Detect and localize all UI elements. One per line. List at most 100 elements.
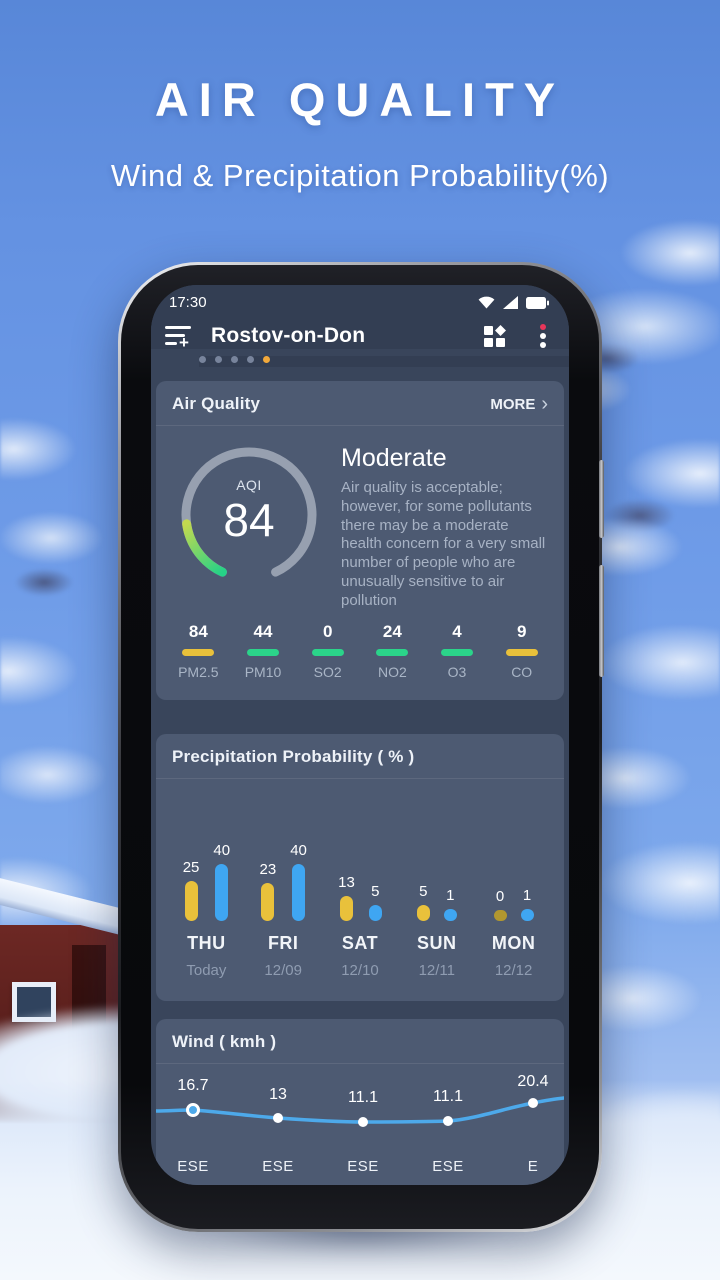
day-label: THU (187, 933, 226, 954)
page-dot-active (263, 356, 270, 363)
blue-bar (520, 909, 534, 922)
pollutant-name: O3 (447, 664, 467, 681)
chevron-right-icon: › (541, 393, 548, 415)
aqi-gauge: AQI 84 (174, 440, 324, 590)
aqi-level: Moderate (341, 444, 447, 472)
status-icons (478, 296, 549, 309)
bar-value: 40 (213, 842, 231, 860)
wind-value: 11.1 (433, 1088, 463, 1106)
wind-point-open (186, 1103, 200, 1118)
aqi-label: AQI (236, 477, 262, 493)
page-dot (199, 356, 206, 363)
date-label: 12/10 (341, 962, 379, 980)
air-quality-card-header: Air Quality MORE › (156, 381, 564, 426)
wifi-icon (478, 296, 495, 309)
yellow-bar (261, 883, 275, 922)
signal-icon (503, 296, 518, 309)
pollutant-name: CO (511, 664, 533, 681)
precip-day-sat: 13 5 SAT 12/10 (322, 835, 399, 979)
wind-value: 11.1 (348, 1089, 378, 1107)
pollutant-co: 9 CO (489, 622, 554, 680)
pollutant-no2: 24 NO2 (360, 622, 425, 680)
location-title[interactable]: Rostov-on-Don (211, 324, 366, 347)
wind-value: 20.4 (517, 1073, 549, 1091)
precip-day-thu: 25 40 THU Today (168, 835, 245, 979)
wind-direction: ESE (262, 1158, 294, 1176)
overflow-menu-icon[interactable] (533, 323, 553, 349)
date-label: Today (186, 962, 227, 980)
pollutant-pm25: 84 PM2.5 (166, 622, 231, 680)
power-button (599, 565, 604, 677)
precip-day-sun: 5 1 SUN 12/11 (398, 835, 475, 979)
phone-bezel: 17:30 + Rostov-on-Don (121, 265, 604, 1229)
bar-value: 5 (371, 883, 380, 901)
pollutant-pill (505, 649, 538, 657)
date-label: 12/09 (264, 962, 302, 980)
page-indicator (199, 356, 569, 367)
precipitation-card: Precipitation Probability ( % ) 25 40 TH… (156, 734, 564, 1002)
pollutant-value: 0 (322, 622, 333, 642)
precip-day-mon: 0 1 MON 12/12 (475, 835, 552, 979)
blue-bar (368, 905, 382, 922)
wind-direction: E (527, 1158, 539, 1176)
wind-point (528, 1098, 538, 1109)
wind-direction: ESE (347, 1158, 379, 1176)
pollutant-value: 44 (253, 622, 273, 642)
precipitation-card-header: Precipitation Probability ( % ) (156, 734, 564, 780)
hero-subtitle: Wind & Precipitation Probability(%) (110, 158, 610, 193)
day-label: FRI (267, 933, 299, 954)
menu-icon[interactable]: + (165, 324, 195, 352)
pollutant-pill (311, 649, 344, 657)
pollutant-name: PM2.5 (178, 664, 219, 681)
bar-value: 1 (446, 887, 455, 905)
pollutant-value: 4 (452, 622, 462, 642)
pollutant-value: 24 (382, 622, 402, 642)
battery-icon (526, 296, 549, 309)
volume-button (599, 460, 604, 538)
pollutant-name: SO2 (313, 664, 342, 681)
more-button[interactable]: MORE › (490, 393, 548, 415)
wind-direction: ESE (177, 1158, 209, 1176)
aqi-section: AQI 84 Moderate Air quality is acceptabl… (156, 426, 564, 612)
aqi-value: 84 (223, 494, 275, 546)
pollutant-pill (247, 649, 279, 657)
pollutant-pill (182, 649, 215, 657)
precipitation-chart: 25 40 THU Today 23 40 FRI (156, 779, 564, 1001)
blue-bar (292, 864, 306, 922)
day-label: SAT (341, 933, 379, 954)
more-label: MORE (490, 395, 536, 413)
bar-value: 1 (522, 887, 532, 905)
pollutant-value: 84 (188, 622, 208, 642)
pollutant-pm10: 44 PM10 (231, 622, 296, 680)
phone-screen: 17:30 + Rostov-on-Don (151, 285, 569, 1185)
page-dot (231, 356, 238, 363)
blue-bar (443, 909, 457, 922)
status-bar: 17:30 (151, 285, 569, 311)
wind-value: 16.7 (177, 1077, 209, 1095)
wind-direction: ESE (432, 1158, 464, 1176)
wind-card-header: Wind ( kmh ) (156, 1019, 564, 1065)
yellow-bar (339, 896, 353, 922)
bar-value: 25 (182, 859, 200, 877)
yellow-bar-zero (493, 910, 507, 922)
precip-day-fri: 23 40 FRI 12/09 (245, 835, 322, 979)
precipitation-card-title: Precipitation Probability ( % ) (172, 747, 415, 767)
app-bar: + Rostov-on-Don (151, 311, 569, 352)
wind-point (443, 1116, 453, 1127)
pollutant-so2: 0 SO2 (295, 622, 360, 680)
page-dot (247, 356, 254, 363)
widgets-icon[interactable] (482, 324, 507, 349)
pollutants-row: 84 PM2.5 44 PM10 0 SO2 (156, 612, 564, 700)
clock: 17:30 (169, 294, 207, 311)
pollutant-value: 9 (516, 622, 527, 642)
aqi-gauge-arc (181, 447, 317, 577)
yellow-bar (184, 881, 198, 922)
pollutant-pill (441, 649, 474, 657)
wind-value: 13 (269, 1086, 287, 1104)
wind-card-title: Wind ( kmh ) (172, 1032, 277, 1052)
wind-card: Wind ( kmh ) 16.7 13 11.1 (156, 1019, 564, 1185)
day-label: SUN (417, 933, 457, 954)
bar-value: 23 (259, 861, 277, 879)
day-label: MON (491, 933, 536, 954)
